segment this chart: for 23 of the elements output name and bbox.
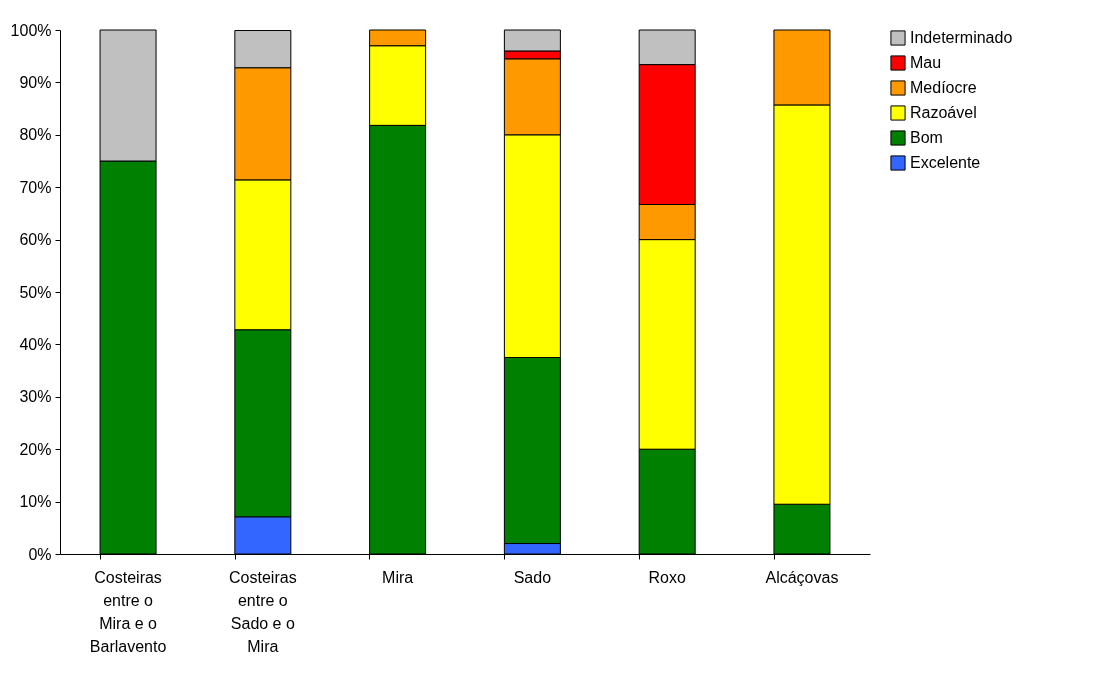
y-tick-label: 60% bbox=[19, 231, 52, 249]
y-tick-label: 100% bbox=[10, 21, 52, 39]
x-tick-label: Costeiras entre o Sado e o Mira bbox=[229, 568, 297, 655]
y-tick-label: 30% bbox=[19, 388, 52, 406]
x-tick-label: Alcáçovas bbox=[765, 568, 839, 586]
y-tick-label: 90% bbox=[19, 73, 52, 91]
y-tick-label: 70% bbox=[19, 178, 52, 196]
x-tick-label: Costeiras entre o Mira e o Barlavento bbox=[89, 568, 167, 655]
y-tick-label: 10% bbox=[19, 493, 52, 511]
x-tick-label: Mira bbox=[382, 568, 414, 586]
legend-label: Medíocre bbox=[910, 79, 977, 96]
x-tick-label: Roxo bbox=[648, 568, 686, 586]
x-tick-label: Sado bbox=[513, 568, 552, 586]
legend-label: Indeterminado bbox=[910, 29, 1013, 46]
y-tick-label: 50% bbox=[19, 283, 52, 301]
y-tick-label: 80% bbox=[19, 126, 52, 144]
legend-label: Excelente bbox=[910, 154, 981, 171]
y-tick-label: 40% bbox=[19, 335, 52, 353]
legend-label: Razoável bbox=[910, 104, 977, 121]
y-tick-label: 20% bbox=[19, 440, 52, 458]
y-tick-label: 0% bbox=[28, 545, 52, 563]
legend-label: Bom bbox=[910, 129, 943, 146]
legend-label: Mau bbox=[910, 54, 942, 71]
